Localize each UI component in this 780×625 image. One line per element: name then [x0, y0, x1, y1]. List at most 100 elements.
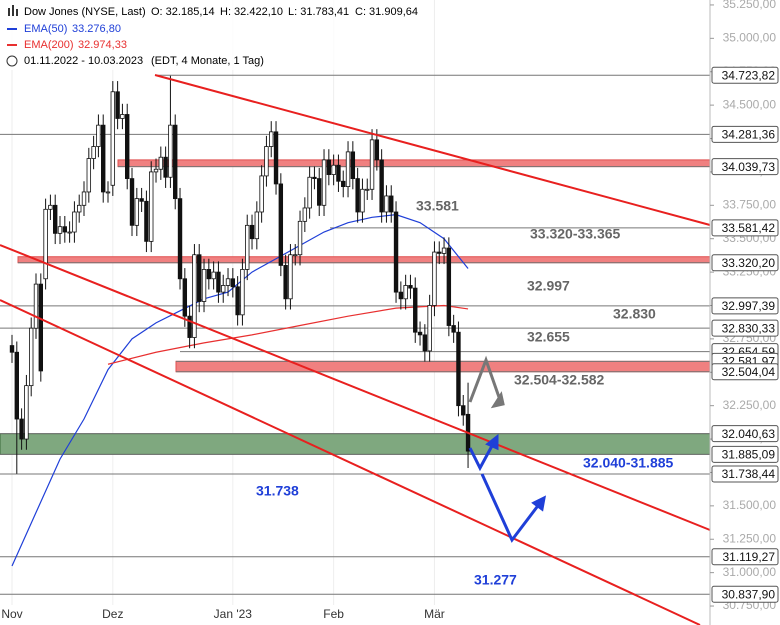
- candle-body: [24, 385, 29, 440]
- candle-body: [427, 305, 432, 352]
- candle-body: [144, 200, 149, 242]
- channel-lines: [0, 74, 711, 625]
- clock-icon: [6, 55, 18, 67]
- candle-body: [153, 168, 159, 173]
- candle-body: [350, 151, 356, 179]
- candle-body: [249, 224, 255, 240]
- candle-body: [297, 220, 303, 256]
- level-label: 33.581,42: [722, 221, 776, 235]
- candle-body: [230, 278, 236, 288]
- candle-body: [216, 271, 221, 293]
- zone: [117, 159, 711, 168]
- annotation: 33.320-33.365: [530, 226, 621, 242]
- ohlc: C: 31.909,64: [355, 6, 418, 18]
- candle-body: [326, 159, 332, 175]
- channel-line: [0, 299, 701, 625]
- candle-body: [413, 287, 418, 333]
- candle-body: [110, 91, 116, 186]
- candle-body: [72, 211, 77, 233]
- candle-body: [417, 331, 423, 336]
- candle-body: [206, 269, 212, 280]
- candle-body: [125, 114, 130, 179]
- candle-body: [19, 418, 24, 440]
- zone: [175, 360, 711, 373]
- candle-body: [432, 251, 437, 306]
- candle-body: [393, 211, 399, 293]
- legend-value: 32.974,33: [78, 39, 127, 51]
- candle-body: [67, 231, 72, 234]
- candle-body: [321, 159, 327, 206]
- y-tick-label: 35.000,00: [723, 31, 777, 45]
- candle-body: [81, 191, 87, 206]
- candle-body: [288, 254, 293, 300]
- x-tick-label: Jan '23: [214, 607, 253, 621]
- header-bg: [0, 0, 420, 70]
- arrow: [468, 443, 495, 472]
- candle-body: [461, 405, 466, 416]
- ohlc: L: 31.783,41: [288, 6, 349, 18]
- candle-body: [240, 269, 245, 316]
- icon: [16, 9, 18, 16]
- candle-body: [437, 251, 442, 254]
- candle-body: [374, 139, 380, 161]
- arrow-head: [531, 495, 547, 512]
- level-label-box: [711, 297, 779, 315]
- level-label-box: [711, 319, 779, 337]
- y-tick-label: 32.250,00: [723, 398, 777, 412]
- candle-body: [456, 331, 461, 407]
- candle-body: [360, 188, 365, 213]
- y-tick-label: 34.500,00: [723, 97, 777, 111]
- annotation: 31.277: [474, 572, 517, 588]
- candle-body: [115, 91, 120, 119]
- candle-body: [389, 195, 394, 213]
- candle-body: [14, 351, 20, 420]
- candle-body: [307, 176, 312, 209]
- candle-body: [283, 265, 288, 300]
- candle-body: [38, 283, 44, 372]
- candle-body: [302, 207, 308, 222]
- candle-body: [62, 226, 68, 233]
- candle-body: [235, 286, 240, 316]
- candle-body: [86, 158, 92, 193]
- level-label: 33.320,20: [722, 256, 776, 270]
- annotation: 33.581: [416, 198, 459, 214]
- annotation: 31.738: [256, 483, 299, 499]
- candle-body: [101, 124, 106, 193]
- candle-body: [139, 198, 144, 202]
- level-label-box: [711, 465, 779, 483]
- candle-body: [163, 156, 168, 178]
- candle-body: [225, 278, 231, 286]
- candle-body: [273, 131, 279, 185]
- candle-body: [197, 254, 202, 302]
- candle-body: [422, 334, 428, 352]
- annotation: 32.040-31.885: [583, 455, 674, 471]
- candle-body: [384, 195, 389, 213]
- candle-body: [355, 178, 360, 213]
- candle-body: [120, 114, 125, 119]
- candle-body: [134, 198, 140, 226]
- annotation: 32.830: [613, 306, 656, 322]
- candle-body: [168, 124, 173, 178]
- candle-body: [43, 208, 48, 280]
- candle-body: [446, 247, 452, 326]
- candle-body: [269, 131, 274, 147]
- plot: [9, 75, 471, 567]
- x-tick-label: Feb: [323, 607, 344, 621]
- level-label-box: [711, 445, 779, 463]
- level-label: 32.997,39: [722, 299, 776, 313]
- level-label-box: [711, 125, 779, 143]
- candle-body: [77, 204, 82, 213]
- candle-body: [245, 224, 250, 270]
- level-label: 34.039,73: [722, 160, 776, 174]
- level-label: 34.281,36: [722, 128, 776, 142]
- candle-body: [293, 254, 298, 257]
- candle-body: [365, 188, 370, 191]
- level-label: 31.738,44: [722, 467, 776, 481]
- candle-body: [129, 178, 135, 226]
- y-tick-label: 31.000,00: [723, 565, 777, 579]
- candle-body: [403, 285, 408, 300]
- candle-body: [187, 315, 192, 338]
- candle-body: [398, 291, 404, 300]
